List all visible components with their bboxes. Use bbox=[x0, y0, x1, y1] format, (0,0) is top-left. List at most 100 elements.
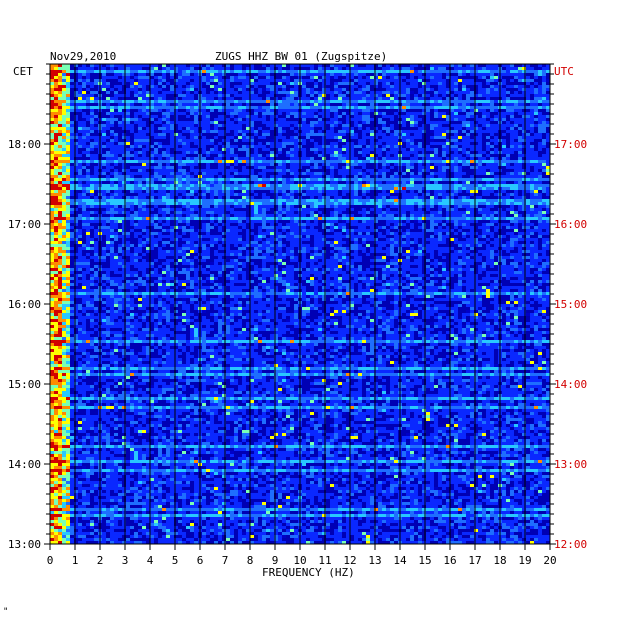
spectrogram-cell bbox=[50, 136, 54, 139]
spectrogram-cell bbox=[354, 136, 358, 139]
spectrogram-cell bbox=[166, 109, 170, 112]
spectrogram-cell bbox=[522, 184, 526, 187]
spectrogram-cell bbox=[282, 166, 286, 169]
spectrogram-cell bbox=[454, 124, 458, 127]
spectrogram-cell bbox=[394, 151, 398, 154]
spectrogram-cell bbox=[150, 175, 154, 178]
spectrogram-cell bbox=[70, 124, 74, 127]
spectrogram-cell bbox=[242, 88, 246, 91]
spectrogram-cell bbox=[454, 97, 458, 100]
spectrogram-cell bbox=[210, 151, 214, 154]
spectrogram-cell bbox=[514, 91, 518, 94]
spectrogram-cell bbox=[302, 85, 306, 88]
spectrogram-cell bbox=[262, 73, 266, 76]
spectrogram-cell bbox=[178, 178, 182, 181]
spectrogram-cell bbox=[210, 100, 214, 103]
spectrogram-cell bbox=[354, 157, 358, 160]
spectrogram-cell bbox=[58, 205, 62, 208]
spectrogram-cell bbox=[314, 220, 318, 223]
spectrogram-cell bbox=[82, 124, 86, 127]
spectrogram-cell bbox=[534, 199, 538, 202]
spectrogram-cell bbox=[470, 121, 474, 124]
spectrogram-cell bbox=[242, 202, 246, 205]
spectrogram-cell bbox=[110, 106, 114, 109]
spectrogram-cell bbox=[182, 79, 186, 82]
spectrogram-cell bbox=[282, 70, 286, 73]
spectrogram-cell bbox=[230, 70, 234, 73]
spectrogram-cell bbox=[478, 73, 482, 76]
spectrogram-cell bbox=[434, 106, 438, 109]
spectrogram-cell bbox=[246, 115, 250, 118]
spectrogram-cell bbox=[522, 172, 526, 175]
spectrogram-cell bbox=[486, 64, 490, 67]
spectrogram-cell bbox=[242, 148, 246, 151]
spectrogram-cell bbox=[110, 115, 114, 118]
spectrogram-cell bbox=[158, 79, 162, 82]
spectrogram-cell bbox=[282, 97, 286, 100]
spectrogram-cell bbox=[514, 70, 518, 73]
spectrogram-cell bbox=[382, 115, 386, 118]
spectrogram-cell bbox=[406, 160, 410, 163]
spectrogram-cell bbox=[154, 166, 158, 169]
spectrogram-cell bbox=[362, 70, 366, 73]
spectrogram-cell bbox=[242, 70, 246, 73]
spectrogram-cell bbox=[478, 136, 482, 139]
spectrogram-cell bbox=[330, 178, 334, 181]
spectrogram-cell bbox=[446, 70, 450, 73]
spectrogram-cell bbox=[222, 94, 226, 97]
spectrogram-cell bbox=[350, 106, 354, 109]
spectrogram-cell bbox=[414, 178, 418, 181]
spectrogram-cell bbox=[82, 127, 86, 130]
spectrogram-cell bbox=[334, 151, 338, 154]
spectrogram-cell bbox=[206, 202, 210, 205]
spectrogram-cell bbox=[246, 127, 250, 130]
spectrogram-cell bbox=[462, 181, 466, 184]
spectrogram-cell bbox=[250, 169, 254, 172]
spectrogram-cell bbox=[494, 85, 498, 88]
spectrogram-cell bbox=[246, 94, 250, 97]
spectrogram-cell bbox=[538, 97, 542, 100]
spectrogram-cell bbox=[334, 199, 338, 202]
spectrogram-cell bbox=[518, 220, 522, 223]
spectrogram-cell bbox=[442, 130, 446, 133]
spectrogram-cell bbox=[354, 67, 358, 70]
spectrogram-cell bbox=[542, 82, 546, 85]
spectrogram-cell bbox=[86, 220, 90, 223]
spectrogram-cell bbox=[446, 139, 450, 142]
spectrogram-cell bbox=[282, 178, 286, 181]
spectrogram-cell bbox=[390, 181, 394, 184]
spectrogram-cell bbox=[522, 175, 526, 178]
spectrogram-cell bbox=[178, 82, 182, 85]
spectrogram-cell bbox=[186, 163, 190, 166]
spectrogram-cell bbox=[242, 145, 246, 148]
spectrogram-cell bbox=[126, 148, 130, 151]
spectrogram-cell bbox=[126, 178, 130, 181]
spectrogram-cell bbox=[358, 127, 362, 130]
spectrogram-cell bbox=[210, 109, 214, 112]
spectrogram-cell bbox=[186, 193, 190, 196]
spectrogram-cell bbox=[182, 211, 186, 214]
spectrogram-cell bbox=[222, 154, 226, 157]
spectrogram-cell bbox=[334, 214, 338, 217]
spectrogram-cell bbox=[470, 73, 474, 76]
spectrogram-cell bbox=[538, 172, 542, 175]
spectrogram-cell bbox=[462, 106, 466, 109]
spectrogram-cell bbox=[162, 88, 166, 91]
spectrogram-cell bbox=[54, 151, 58, 154]
spectrogram-cell bbox=[346, 163, 350, 166]
spectrogram-cell bbox=[406, 130, 410, 133]
spectrogram-cell bbox=[154, 76, 158, 79]
spectrogram-cell bbox=[50, 169, 54, 172]
spectrogram-cell bbox=[186, 178, 190, 181]
spectrogram-cell bbox=[194, 151, 198, 154]
spectrogram-cell bbox=[346, 178, 350, 181]
spectrogram-cell bbox=[362, 121, 366, 124]
spectrogram-cell bbox=[546, 121, 550, 124]
spectrogram-cell bbox=[330, 172, 334, 175]
spectrogram-cell bbox=[454, 142, 458, 145]
spectrogram-cell bbox=[94, 64, 98, 67]
spectrogram-cell bbox=[342, 160, 346, 163]
spectrogram-cell bbox=[378, 64, 382, 67]
spectrogram-cell bbox=[110, 196, 114, 199]
spectrogram-cell bbox=[130, 160, 134, 163]
